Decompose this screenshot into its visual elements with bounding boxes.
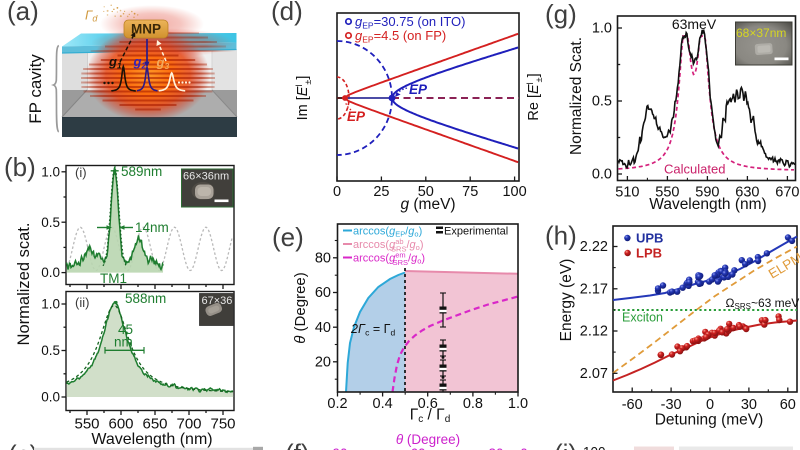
svg-text:0.5: 0.5 [41, 215, 60, 230]
svg-text:0.0: 0.0 [41, 265, 60, 280]
svg-text:80: 80 [315, 250, 331, 266]
svg-text:2.07: 2.07 [580, 366, 608, 382]
svg-text:2.22: 2.22 [580, 239, 608, 255]
svg-text:1.0: 1.0 [41, 164, 60, 179]
svg-text:60: 60 [780, 397, 796, 413]
svg-text:(h): (h) [545, 221, 577, 251]
svg-text:MNP: MNP [131, 22, 161, 37]
svg-text:(c): (c) [8, 440, 38, 450]
svg-text:FP cavity: FP cavity [26, 54, 45, 124]
svg-text:Experimental: Experimental [444, 226, 508, 238]
svg-text:30: 30 [488, 446, 503, 450]
svg-text:0.0: 0.0 [41, 390, 60, 405]
svg-text:0.5: 0.5 [592, 94, 612, 110]
svg-text:750: 750 [210, 416, 235, 433]
svg-text:67×36: 67×36 [202, 295, 233, 307]
svg-text:Im [El±]: Im [El±] [294, 76, 313, 121]
svg-text:63meV: 63meV [672, 16, 717, 32]
svg-text:(f): (f) [285, 439, 310, 450]
svg-text:(ii): (ii) [75, 295, 89, 310]
svg-text:Γc / Γd: Γc / Γd [410, 407, 451, 426]
svg-text:700: 700 [176, 416, 201, 433]
svg-text:(a): (a) [7, 0, 39, 26]
svg-text:EP: EP [347, 109, 366, 124]
svg-text:Normalized Scat.: Normalized Scat. [568, 37, 585, 155]
svg-text:0.8: 0.8 [463, 396, 483, 412]
svg-text:510: 510 [615, 185, 639, 201]
svg-text:14nm: 14nm [135, 220, 169, 235]
svg-text:20: 20 [315, 354, 331, 370]
svg-text:TM1: TM1 [100, 271, 127, 286]
svg-text:Energy (eV): Energy (eV) [558, 259, 575, 342]
svg-text:600: 600 [108, 416, 133, 433]
svg-text:650: 650 [142, 416, 167, 433]
svg-text:nm: nm [114, 335, 133, 350]
svg-text:590: 590 [695, 185, 719, 201]
svg-text:-30: -30 [661, 397, 682, 413]
svg-text:588nm: 588nm [125, 291, 166, 306]
svg-text:30: 30 [741, 397, 757, 413]
svg-text:gEP=4.5 (on FP): gEP=4.5 (on FP) [355, 28, 446, 45]
svg-text:75: 75 [462, 184, 478, 200]
svg-text:1.0: 1.0 [592, 21, 612, 37]
svg-text:Wavelength (nm): Wavelength (nm) [91, 431, 212, 448]
svg-text:arccos(gEP/go): arccos(gEP/go) [353, 226, 422, 239]
svg-text:(b): (b) [4, 152, 36, 182]
svg-text:(i): (i) [75, 165, 87, 180]
svg-text:0.2: 0.2 [327, 396, 347, 412]
svg-text:589nm: 589nm [121, 164, 162, 179]
svg-text:(i): (i) [554, 439, 577, 450]
svg-text:Normalized scat.: Normalized scat. [15, 223, 33, 346]
svg-text:1.0: 1.0 [41, 297, 60, 312]
svg-text:50: 50 [418, 184, 434, 200]
svg-text:100: 100 [502, 184, 526, 200]
svg-text:2.12: 2.12 [580, 324, 608, 340]
svg-text:0.6: 0.6 [418, 396, 438, 412]
svg-text:Wavelength (nm): Wavelength (nm) [649, 196, 766, 213]
svg-text:(d): (d) [271, 0, 303, 26]
svg-text:0: 0 [706, 397, 714, 413]
svg-text:40: 40 [315, 320, 331, 336]
svg-text:0.4: 0.4 [373, 396, 393, 412]
svg-text:90: 90 [332, 446, 347, 450]
svg-text:(e): (e) [272, 222, 304, 252]
svg-text:Re [El±]: Re [El±] [525, 73, 544, 120]
svg-text:(g): (g) [545, 0, 577, 29]
svg-text:68×37nm: 68×37nm [736, 26, 786, 40]
svg-text:θ (Degree): θ (Degree) [292, 272, 309, 344]
svg-text:60: 60 [315, 285, 331, 301]
svg-text:-60: -60 [622, 397, 643, 413]
svg-text:θ (Degree): θ (Degree) [396, 432, 460, 447]
svg-text:25: 25 [373, 184, 389, 200]
svg-text:0: 0 [520, 446, 528, 450]
svg-text:100: 100 [583, 445, 606, 450]
svg-text:630: 630 [735, 185, 759, 201]
svg-text:670: 670 [775, 185, 799, 201]
svg-text:Calculated: Calculated [664, 162, 725, 177]
svg-text:0: 0 [333, 184, 341, 200]
svg-text:550: 550 [74, 416, 99, 433]
svg-text:0.0: 0.0 [592, 167, 612, 183]
svg-text:550: 550 [655, 185, 679, 201]
svg-text:g (meV): g (meV) [400, 196, 455, 213]
svg-text:2.17: 2.17 [580, 281, 608, 297]
svg-text:66×36nm: 66×36nm [183, 171, 229, 183]
svg-text:UPB: UPB [636, 231, 663, 246]
svg-text:gEP=30.75 (on ITO): gEP=30.75 (on ITO) [355, 14, 465, 31]
svg-text:2Γc = Γd: 2Γc = Γd [350, 322, 395, 338]
svg-text:60: 60 [410, 446, 425, 450]
svg-text:45: 45 [118, 322, 133, 337]
svg-text:Exciton: Exciton [622, 311, 663, 325]
svg-text:EP: EP [409, 82, 428, 97]
svg-text:0.5: 0.5 [41, 343, 60, 358]
svg-text:LPB: LPB [636, 246, 662, 261]
svg-text:1.0: 1.0 [508, 396, 528, 412]
svg-text:Detuning (meV): Detuning (meV) [655, 412, 764, 429]
